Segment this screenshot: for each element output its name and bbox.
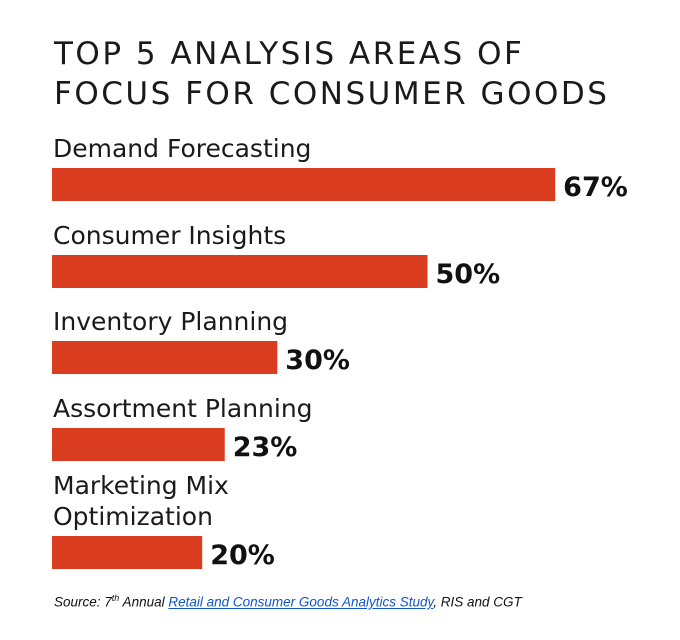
value-label: 23% <box>233 432 298 463</box>
chart-title-line-2: FOCUS FOR CONSUMER GOODS <box>54 76 610 112</box>
chart-title: TOP 5 ANALYSIS AREAS OF FOCUS FOR CONSUM… <box>54 34 654 114</box>
bar <box>52 255 428 288</box>
chart-title-line-1: TOP 5 ANALYSIS AREAS OF <box>54 36 525 72</box>
category-label: Optimization <box>53 502 213 531</box>
source-annual: Annual <box>119 594 169 610</box>
category-label: Marketing Mix <box>53 471 229 500</box>
value-label: 20% <box>210 540 275 571</box>
source-study-link[interactable]: Retail and Consumer Goods Analytics Stud… <box>168 594 434 610</box>
bar <box>52 168 556 201</box>
value-label: 30% <box>285 345 350 376</box>
category-label: Assortment Planning <box>53 394 313 423</box>
bar <box>52 341 278 374</box>
source-sup: th <box>111 593 120 603</box>
source-prefix: Source: 7 <box>54 594 112 610</box>
category-label: Consumer Insights <box>53 221 286 250</box>
category-label: Demand Forecasting <box>53 134 311 163</box>
source-suffix: , RIS and CGT <box>433 594 522 610</box>
source-note: Source: 7th Annual Retail and Consumer G… <box>54 593 522 610</box>
category-label: Inventory Planning <box>53 307 288 336</box>
bar <box>52 428 225 461</box>
value-label: 67% <box>563 172 628 203</box>
value-label: 50% <box>436 259 501 290</box>
bar <box>52 536 203 569</box>
